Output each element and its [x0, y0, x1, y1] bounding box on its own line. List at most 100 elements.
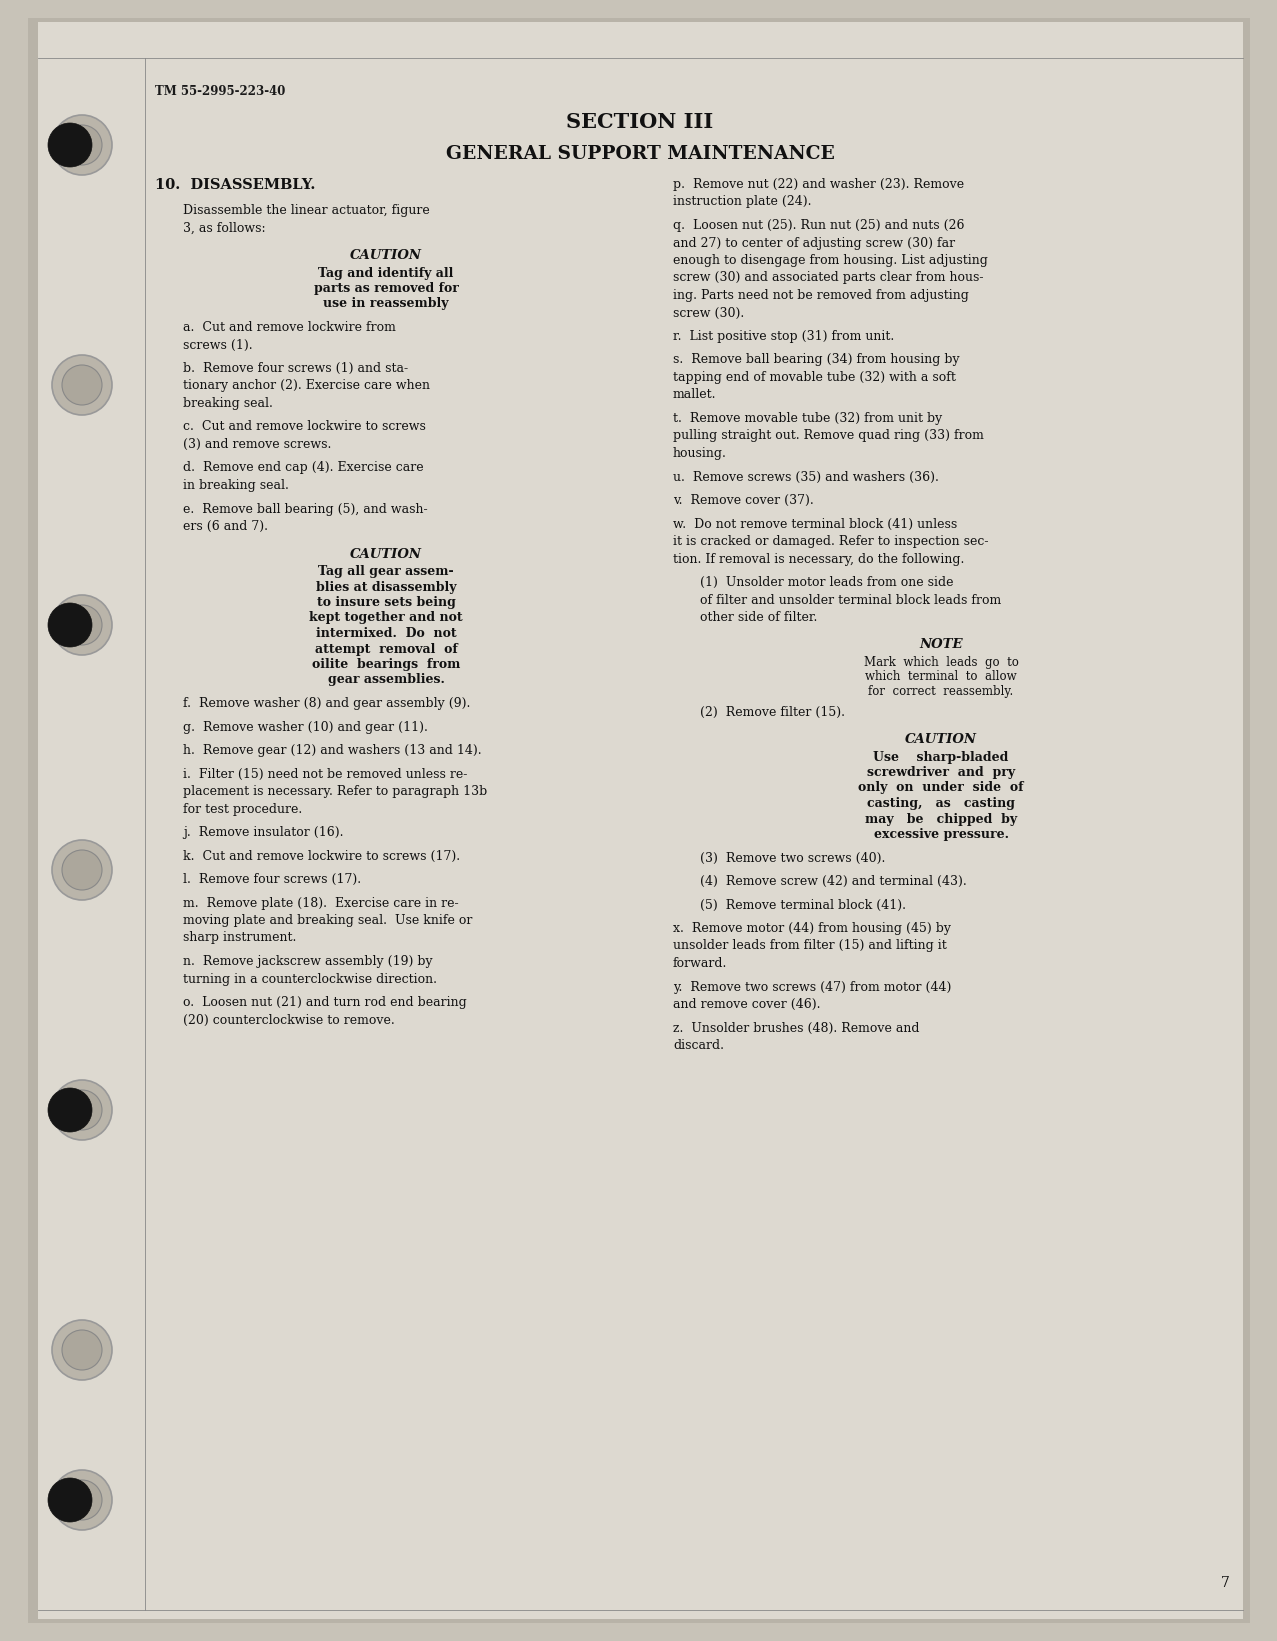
Text: screws (1).: screws (1).: [183, 338, 253, 351]
Text: TM 55-2995-223-40: TM 55-2995-223-40: [155, 85, 285, 98]
Text: sharp instrument.: sharp instrument.: [183, 932, 296, 945]
Text: kept together and not: kept together and not: [309, 612, 462, 625]
Text: (4)  Remove screw (42) and terminal (43).: (4) Remove screw (42) and terminal (43).: [700, 875, 967, 888]
Text: discard.: discard.: [673, 1039, 724, 1052]
Text: (3)  Remove two screws (40).: (3) Remove two screws (40).: [700, 852, 885, 865]
Text: g.  Remove washer (10) and gear (11).: g. Remove washer (10) and gear (11).: [183, 720, 428, 734]
Text: b.  Remove four screws (1) and sta-: b. Remove four screws (1) and sta-: [183, 363, 409, 376]
Text: Tag and identify all: Tag and identify all: [318, 266, 453, 279]
Text: use in reassembly: use in reassembly: [323, 297, 448, 310]
Text: CAUTION: CAUTION: [350, 249, 421, 263]
Text: unsolder leads from filter (15) and lifting it: unsolder leads from filter (15) and lift…: [673, 940, 946, 952]
Text: a.  Cut and remove lockwire from: a. Cut and remove lockwire from: [183, 322, 396, 335]
Text: 7: 7: [1221, 1575, 1230, 1590]
Text: 10.  DISASSEMBLY.: 10. DISASSEMBLY.: [155, 177, 315, 192]
Text: which  terminal  to  allow: which terminal to allow: [866, 671, 1016, 684]
Circle shape: [52, 840, 112, 899]
Circle shape: [63, 125, 102, 166]
Text: i.  Filter (15) need not be removed unless re-: i. Filter (15) need not be removed unles…: [183, 768, 467, 781]
Text: turning in a counterclockwise direction.: turning in a counterclockwise direction.: [183, 973, 437, 986]
Text: tionary anchor (2). Exercise care when: tionary anchor (2). Exercise care when: [183, 379, 430, 392]
Text: gear assemblies.: gear assemblies.: [328, 673, 444, 686]
Text: (2)  Remove filter (15).: (2) Remove filter (15).: [700, 706, 845, 719]
Text: Tag all gear assem-: Tag all gear assem-: [318, 565, 453, 578]
Text: SECTION III: SECTION III: [567, 112, 714, 131]
Text: z.  Unsolder brushes (48). Remove and: z. Unsolder brushes (48). Remove and: [673, 1021, 919, 1034]
Text: may   be   chipped  by: may be chipped by: [865, 812, 1016, 825]
Text: m.  Remove plate (18).  Exercise care in re-: m. Remove plate (18). Exercise care in r…: [183, 896, 458, 909]
Text: k.  Cut and remove lockwire to screws (17).: k. Cut and remove lockwire to screws (17…: [183, 850, 460, 863]
Text: Mark  which  leads  go  to: Mark which leads go to: [863, 656, 1019, 670]
Text: mallet.: mallet.: [673, 389, 716, 402]
Text: oilite  bearings  from: oilite bearings from: [312, 658, 460, 671]
Text: p.  Remove nut (22) and washer (23). Remove: p. Remove nut (22) and washer (23). Remo…: [673, 177, 964, 190]
Text: h.  Remove gear (12) and washers (13 and 14).: h. Remove gear (12) and washers (13 and …: [183, 743, 481, 757]
Text: ers (6 and 7).: ers (6 and 7).: [183, 520, 268, 533]
Text: screw (30) and associated parts clear from hous-: screw (30) and associated parts clear fr…: [673, 271, 983, 284]
Circle shape: [52, 115, 112, 176]
Text: (1)  Unsolder motor leads from one side: (1) Unsolder motor leads from one side: [700, 576, 954, 589]
Text: enough to disengage from housing. List adjusting: enough to disengage from housing. List a…: [673, 254, 988, 267]
Circle shape: [63, 606, 102, 645]
Text: housing.: housing.: [673, 446, 727, 459]
Text: (3) and remove screws.: (3) and remove screws.: [183, 438, 331, 451]
Text: CAUTION: CAUTION: [905, 734, 977, 747]
Text: intermixed.  Do  not: intermixed. Do not: [315, 627, 456, 640]
Text: Disassemble the linear actuator, figure: Disassemble the linear actuator, figure: [183, 203, 430, 217]
Text: for test procedure.: for test procedure.: [183, 802, 303, 816]
Text: forward.: forward.: [673, 957, 728, 970]
Text: (5)  Remove terminal block (41).: (5) Remove terminal block (41).: [700, 899, 905, 911]
Text: (20) counterclockwise to remove.: (20) counterclockwise to remove.: [183, 1014, 395, 1027]
Text: pulling straight out. Remove quad ring (33) from: pulling straight out. Remove quad ring (…: [673, 430, 983, 443]
Text: f.  Remove washer (8) and gear assembly (9).: f. Remove washer (8) and gear assembly (…: [183, 697, 470, 711]
Text: for  correct  reassembly.: for correct reassembly.: [868, 684, 1014, 697]
Text: other side of filter.: other side of filter.: [700, 610, 817, 624]
Text: NOTE: NOTE: [919, 638, 963, 651]
Text: in breaking seal.: in breaking seal.: [183, 479, 289, 492]
Text: w.  Do not remove terminal block (41) unless: w. Do not remove terminal block (41) unl…: [673, 517, 958, 530]
Text: placement is necessary. Refer to paragraph 13b: placement is necessary. Refer to paragra…: [183, 784, 488, 798]
Text: ing. Parts need not be removed from adjusting: ing. Parts need not be removed from adju…: [673, 289, 969, 302]
Text: CAUTION: CAUTION: [350, 548, 421, 561]
Circle shape: [63, 364, 102, 405]
Text: attempt  removal  of: attempt removal of: [314, 643, 457, 655]
Text: of filter and unsolder terminal block leads from: of filter and unsolder terminal block le…: [700, 594, 1001, 607]
Text: and remove cover (46).: and remove cover (46).: [673, 998, 821, 1011]
Text: r.  List positive stop (31) from unit.: r. List positive stop (31) from unit.: [673, 330, 894, 343]
Text: screwdriver  and  pry: screwdriver and pry: [867, 766, 1015, 779]
Text: blies at disassembly: blies at disassembly: [315, 581, 456, 594]
Text: l.  Remove four screws (17).: l. Remove four screws (17).: [183, 873, 361, 886]
Text: instruction plate (24).: instruction plate (24).: [673, 195, 811, 208]
Text: breaking seal.: breaking seal.: [183, 397, 273, 410]
Text: parts as removed for: parts as removed for: [314, 282, 458, 295]
Text: o.  Loosen nut (21) and turn rod end bearing: o. Loosen nut (21) and turn rod end bear…: [183, 996, 467, 1009]
Text: Use    sharp-bladed: Use sharp-bladed: [873, 750, 1009, 763]
Text: and 27) to center of adjusting screw (30) far: and 27) to center of adjusting screw (30…: [673, 236, 955, 249]
Text: to insure sets being: to insure sets being: [317, 596, 456, 609]
Text: screw (30).: screw (30).: [673, 307, 744, 320]
Circle shape: [49, 1088, 92, 1132]
Text: casting,   as   casting: casting, as casting: [867, 798, 1015, 811]
Circle shape: [63, 1090, 102, 1131]
Text: q.  Loosen nut (25). Run nut (25) and nuts (26: q. Loosen nut (25). Run nut (25) and nut…: [673, 218, 964, 231]
Text: u.  Remove screws (35) and washers (36).: u. Remove screws (35) and washers (36).: [673, 471, 939, 484]
Text: j.  Remove insulator (16).: j. Remove insulator (16).: [183, 825, 344, 839]
Text: it is cracked or damaged. Refer to inspection sec-: it is cracked or damaged. Refer to inspe…: [673, 535, 988, 548]
Circle shape: [52, 596, 112, 655]
Text: tion. If removal is necessary, do the following.: tion. If removal is necessary, do the fo…: [673, 553, 964, 566]
Circle shape: [52, 1470, 112, 1529]
Text: t.  Remove movable tube (32) from unit by: t. Remove movable tube (32) from unit by: [673, 412, 942, 425]
Circle shape: [52, 1080, 112, 1140]
Text: x.  Remove motor (44) from housing (45) by: x. Remove motor (44) from housing (45) b…: [673, 922, 951, 935]
Text: tapping end of movable tube (32) with a soft: tapping end of movable tube (32) with a …: [673, 371, 956, 384]
Text: e.  Remove ball bearing (5), and wash-: e. Remove ball bearing (5), and wash-: [183, 502, 428, 515]
Circle shape: [49, 1479, 92, 1521]
Text: d.  Remove end cap (4). Exercise care: d. Remove end cap (4). Exercise care: [183, 461, 424, 474]
Text: GENERAL SUPPORT MAINTENANCE: GENERAL SUPPORT MAINTENANCE: [446, 144, 834, 162]
Text: only  on  under  side  of: only on under side of: [858, 781, 1024, 794]
Circle shape: [63, 1480, 102, 1520]
Circle shape: [49, 123, 92, 167]
Text: moving plate and breaking seal.  Use knife or: moving plate and breaking seal. Use knif…: [183, 914, 472, 927]
Text: n.  Remove jackscrew assembly (19) by: n. Remove jackscrew assembly (19) by: [183, 955, 433, 968]
Circle shape: [52, 354, 112, 415]
